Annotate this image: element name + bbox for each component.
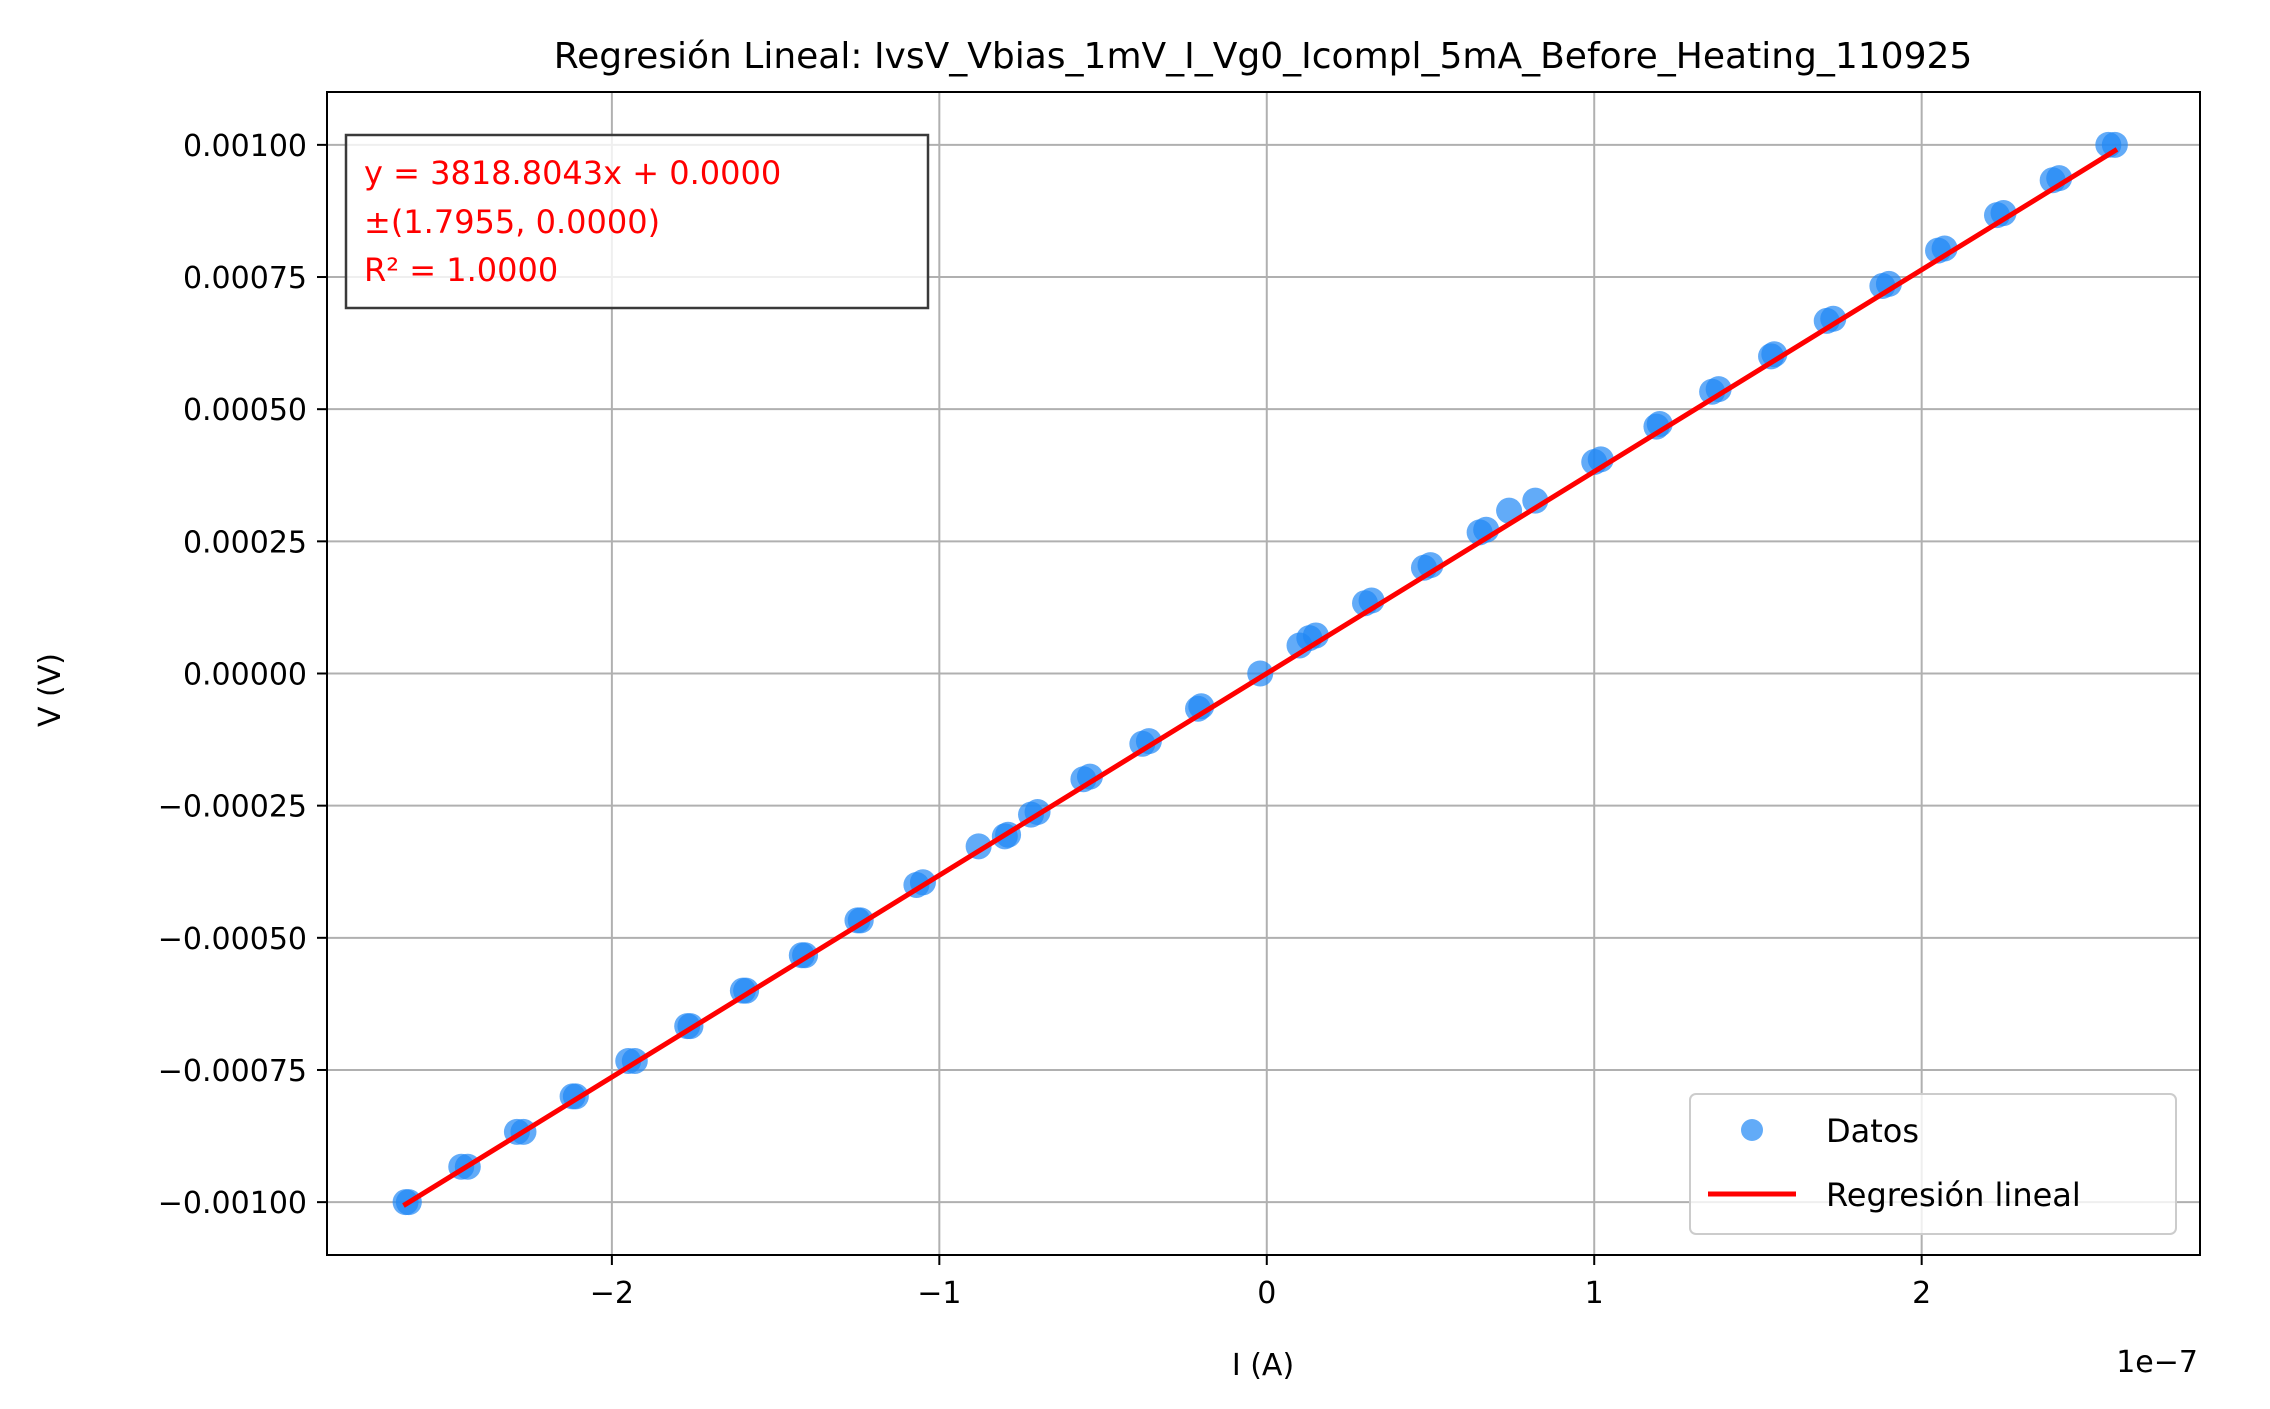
y-tick-label: −0.00100 — [158, 1186, 307, 1221]
chart-title: Regresión Lineal: IvsV_Vbias_1mV_I_Vg0_I… — [554, 36, 1973, 77]
y-axis-ticks: 0.00100 0.00075 0.00050 0.00025 0.00000 −0.00… — [158, 129, 327, 1221]
data-point — [1076, 763, 1103, 790]
y-tick-label: 0.00100 — [183, 129, 307, 164]
annotation-frame — [344, 133, 930, 310]
y-tick-label: 0.00075 — [183, 261, 307, 296]
x-axis-label: I (A) — [1232, 1348, 1294, 1383]
legend-frame — [1689, 1093, 2177, 1235]
x-tick-label: −1 — [917, 1276, 961, 1311]
data-point — [2046, 165, 2073, 192]
data-point — [1522, 487, 1549, 514]
regression-annotation-box: y = 3818.8043x + 0.0000 ±(1.7955, 0.0000… — [344, 133, 930, 310]
annotation-line-equation: y = 3818.8043x + 0.0000 — [364, 154, 781, 192]
x-tick-label: 0 — [1257, 1276, 1276, 1311]
data-point — [1820, 305, 1847, 332]
data-point — [1646, 410, 1673, 437]
legend-marker-datos — [1741, 1119, 1763, 1141]
series-layer — [392, 131, 2128, 1216]
y-tick-label: 0.00000 — [183, 658, 307, 693]
annotation-line-uncertainty: ±(1.7955, 0.0000) — [364, 203, 660, 241]
data-point — [1931, 235, 1958, 262]
annotation-line-r2: R² = 1.0000 — [364, 251, 558, 289]
x-tick-label: 2 — [1912, 1276, 1931, 1311]
data-point — [1875, 270, 1902, 297]
data-point — [1705, 376, 1732, 403]
y-tick-label: −0.00075 — [158, 1054, 307, 1089]
y-tick-label: −0.00050 — [158, 922, 307, 957]
y-tick-label: 0.00025 — [183, 525, 307, 560]
regression-line — [402, 147, 2119, 1208]
legend-label-datos: Datos — [1826, 1112, 1919, 1150]
y-tick-label: −0.00025 — [158, 790, 307, 825]
legend-label-regression: Regresión lineal — [1826, 1176, 2081, 1214]
y-tick-label: 0.00050 — [183, 393, 307, 428]
x-tick-label: 1 — [1585, 1276, 1604, 1311]
data-point — [2101, 131, 2128, 158]
x-axis-ticks: −2 −1 0 1 2 — [590, 1255, 1931, 1311]
data-point — [1761, 341, 1788, 368]
legend: Datos Regresión lineal — [1689, 1093, 2177, 1235]
data-point — [1188, 693, 1215, 720]
data-point — [1417, 552, 1444, 579]
x-tick-label: −2 — [590, 1276, 634, 1311]
data-point — [1990, 200, 2017, 227]
y-axis-label: V (V) — [33, 653, 68, 727]
x-axis-offset-text: 1e−7 — [2116, 1345, 2198, 1380]
